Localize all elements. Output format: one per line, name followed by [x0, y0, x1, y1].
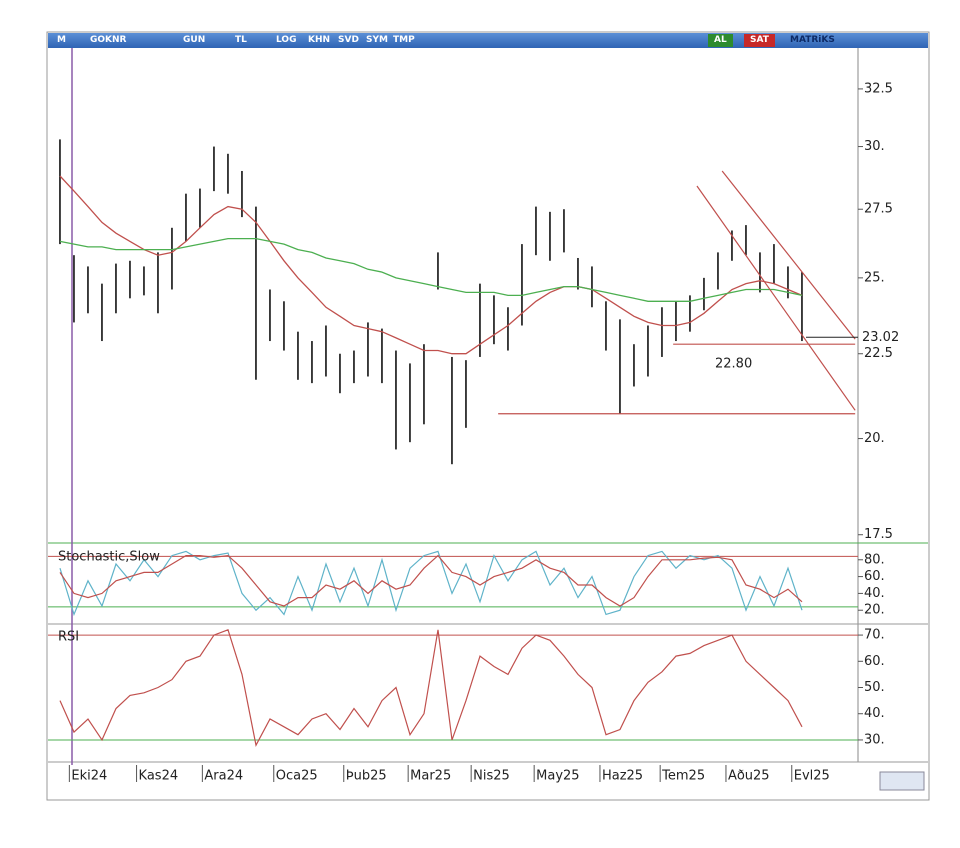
x-tick-label: Kas24	[139, 769, 179, 784]
y-tick-label: 22.5	[864, 346, 893, 361]
x-tick-label: Þub25	[346, 769, 387, 784]
y-tick-label: 80.	[864, 552, 885, 567]
frame	[46, 31, 930, 801]
x-tick-label: Oca25	[276, 769, 318, 784]
x-tick-label: Tem25	[661, 769, 705, 784]
tool[interactable]: M	[57, 35, 66, 45]
tool[interactable]: GUN	[183, 35, 206, 45]
y-tick-label: 20.	[864, 431, 885, 446]
x-tick-label: Haz25	[602, 769, 643, 784]
tool[interactable]: TL	[235, 35, 247, 45]
trend-line	[721, 170, 856, 340]
toolbar: M GOKNR GUN TL LOG KHN SVD SYM TMP AL SA…	[48, 33, 928, 48]
y-tick-label: 27.5	[864, 202, 893, 217]
y-tick-label: 25.	[864, 270, 885, 285]
y-tick-label: 60.	[864, 654, 885, 669]
tool[interactable]: KHN	[308, 35, 331, 45]
indicator-line	[59, 629, 803, 747]
panel-title: Stochastic,Slow	[58, 550, 160, 565]
x-tick-label: Mar25	[410, 769, 451, 784]
indicator-line	[59, 550, 803, 617]
y-tick-label: 32.5	[864, 81, 893, 96]
tool[interactable]: LOG	[276, 35, 297, 45]
y-tick-label: 60.	[864, 569, 885, 584]
panel-title: RSI	[58, 630, 79, 645]
x-tick-label: Evl25	[794, 769, 830, 784]
tool[interactable]: TMP	[393, 35, 415, 45]
sell-button[interactable]: SAT	[744, 34, 775, 47]
symbol[interactable]: GOKNR	[90, 35, 127, 45]
level-label: 22.80	[715, 357, 752, 372]
y-tick-label: 40.	[864, 706, 885, 721]
last-price-label: 23.02	[862, 330, 899, 345]
moving-average	[59, 237, 803, 302]
x-tick-label: Ara24	[204, 769, 243, 784]
y-tick-label: 30.	[864, 139, 885, 154]
moving-average	[59, 175, 803, 355]
indicator-line	[59, 554, 803, 607]
trend-line	[696, 185, 856, 411]
x-tick-label: Aðu25	[728, 769, 770, 784]
x-tick-label: Nis25	[473, 769, 510, 784]
y-tick-label: 30.	[864, 732, 885, 747]
nav-buttons[interactable]	[879, 771, 925, 791]
y-tick-label: 40.	[864, 586, 885, 601]
buy-button[interactable]: AL	[708, 34, 733, 47]
y-tick-label: 50.	[864, 680, 885, 695]
tool[interactable]: SVD	[338, 35, 359, 45]
x-tick-label: May25	[536, 769, 579, 784]
brand: MATRiKS	[790, 35, 835, 45]
y-tick-label: 70.	[864, 628, 885, 643]
tool[interactable]: SYM	[366, 35, 388, 45]
y-tick-label: 20.	[864, 603, 885, 618]
y-tick-label: 17.5	[864, 527, 893, 542]
x-tick-label: Eki24	[71, 769, 107, 784]
